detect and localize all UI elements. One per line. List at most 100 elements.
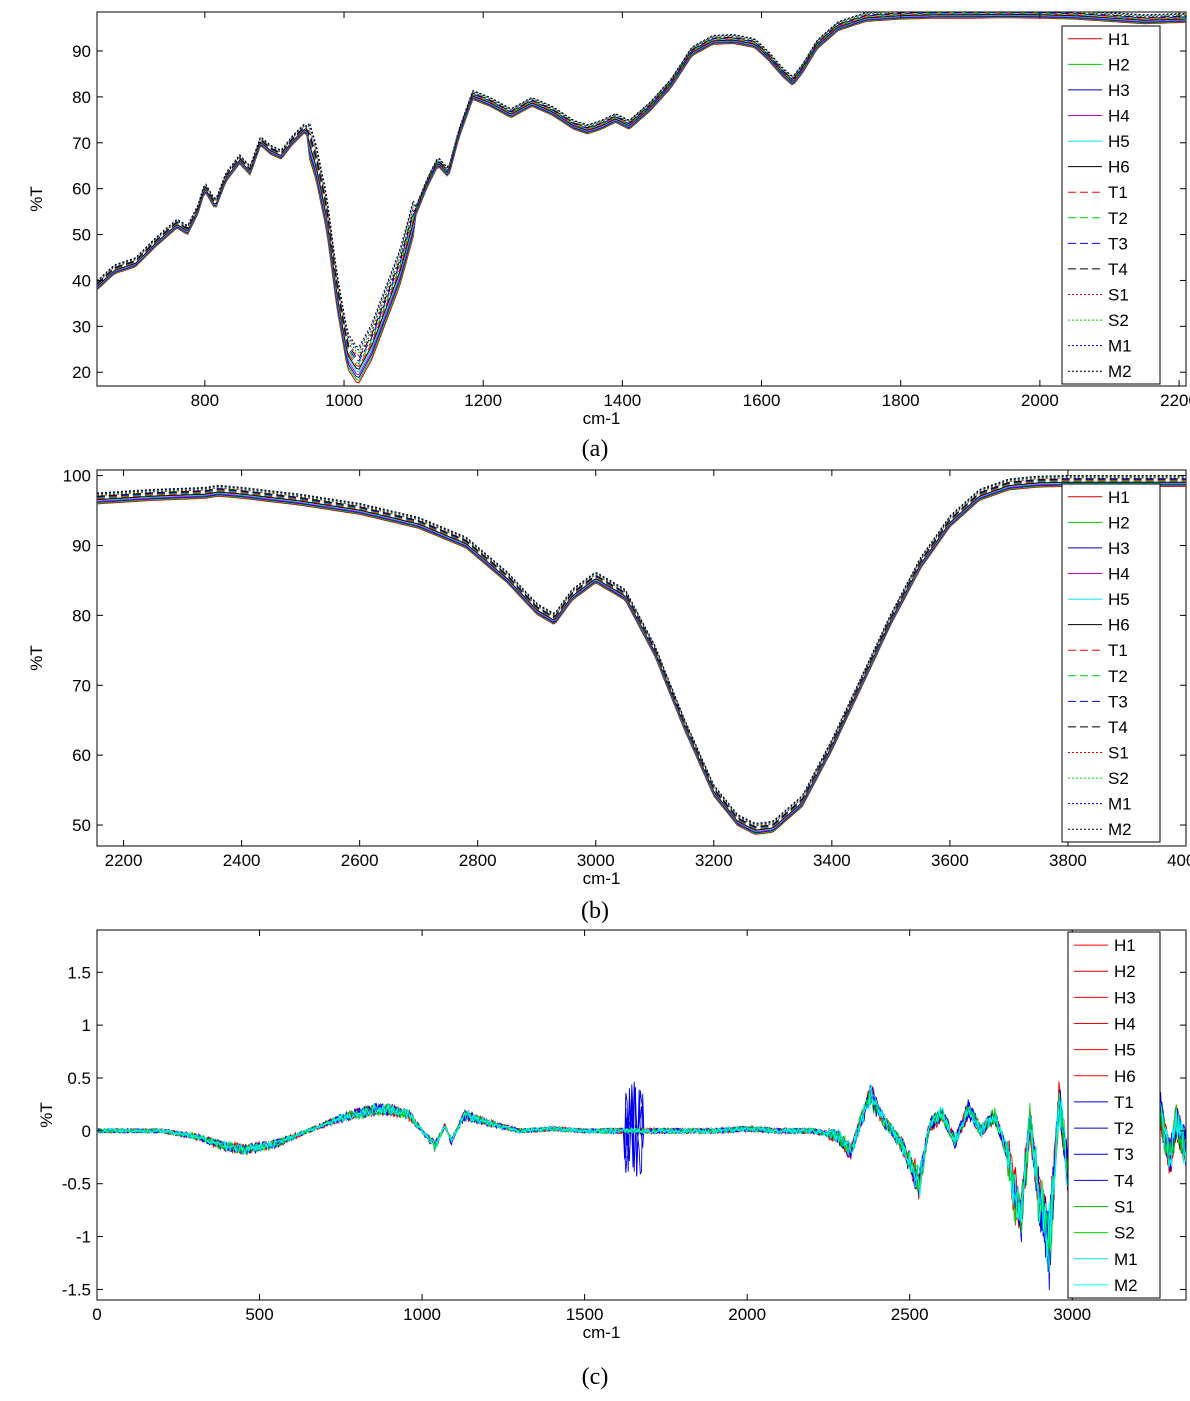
series-group bbox=[97, 12, 1186, 384]
legend-label-h3: H3 bbox=[1108, 81, 1130, 100]
y-tick-label: 50 bbox=[72, 226, 91, 245]
legend-label-s1: S1 bbox=[1108, 286, 1129, 305]
legend-label-t3: T3 bbox=[1108, 234, 1128, 253]
legend-label-h4: H4 bbox=[1108, 107, 1130, 126]
legend-label-t2: T2 bbox=[1114, 1119, 1134, 1138]
x-tick-label: 1500 bbox=[566, 1305, 604, 1324]
x-tick-label: 1400 bbox=[603, 391, 641, 410]
series-line-t2 bbox=[97, 480, 1186, 830]
x-tick-label: 2000 bbox=[1021, 391, 1059, 410]
legend-label-t4: T4 bbox=[1108, 718, 1128, 737]
legend-label-s2: S2 bbox=[1108, 769, 1129, 788]
legend-label-s2: S2 bbox=[1108, 311, 1129, 330]
legend-label-s1: S1 bbox=[1114, 1198, 1135, 1217]
x-tick-label: 2200 bbox=[105, 851, 143, 870]
legend-label-h3: H3 bbox=[1114, 988, 1136, 1007]
caption-a: (a) bbox=[581, 436, 609, 462]
series-line-s1 bbox=[97, 12, 1186, 357]
legend-label-t1: T1 bbox=[1114, 1093, 1134, 1112]
legend-label-h1: H1 bbox=[1108, 488, 1130, 507]
legend-label-m1: M1 bbox=[1108, 795, 1132, 814]
legend-label-h6: H6 bbox=[1114, 1067, 1136, 1086]
x-axis-label: cm-1 bbox=[583, 1323, 621, 1342]
y-tick-label: 40 bbox=[72, 271, 91, 290]
series-line-t3 bbox=[97, 12, 1186, 362]
y-tick-label: 90 bbox=[72, 42, 91, 61]
caption-b: (b) bbox=[581, 898, 609, 924]
plot-area bbox=[96, 11, 1187, 387]
y-tick-label: 80 bbox=[72, 88, 91, 107]
plot-area bbox=[96, 469, 1187, 847]
legend-label-h2: H2 bbox=[1108, 55, 1130, 74]
y-tick-label: 70 bbox=[72, 134, 91, 153]
x-tick-label: 1800 bbox=[882, 391, 920, 410]
legend-label-m2: M2 bbox=[1108, 362, 1132, 381]
series-line-t4 bbox=[97, 478, 1186, 828]
x-tick-label: 2800 bbox=[459, 851, 497, 870]
y-tick-label: 60 bbox=[72, 746, 91, 765]
legend-box bbox=[1061, 483, 1161, 843]
x-tick-label: 2200 bbox=[1160, 391, 1190, 410]
y-tick-label: 100 bbox=[63, 467, 91, 486]
legend-label-m1: M1 bbox=[1114, 1250, 1138, 1269]
x-tick-label: 1000 bbox=[403, 1305, 441, 1324]
series-group bbox=[97, 981, 1186, 1291]
chart-c: 0 500 1000 1500 2000 2500 3000 -1.5 -1 -0.5 0 0.5 1 1… bbox=[37, 929, 1187, 1342]
series-line-m1 bbox=[97, 1020, 1186, 1273]
legend-label-h5: H5 bbox=[1108, 132, 1130, 151]
x-tick-label: 3000 bbox=[577, 851, 615, 870]
series-line-h5 bbox=[97, 14, 1186, 373]
legend-label-t3: T3 bbox=[1114, 1145, 1134, 1164]
legend-label-t4: T4 bbox=[1114, 1171, 1134, 1190]
x-tick-label: 3000 bbox=[1053, 1305, 1091, 1324]
legend-label-h1: H1 bbox=[1108, 30, 1130, 49]
legend-label-h6: H6 bbox=[1108, 158, 1130, 177]
series-line-h6 bbox=[97, 481, 1186, 831]
y-tick-label: 20 bbox=[72, 363, 91, 382]
series-line-t3 bbox=[97, 1002, 1186, 1258]
legend-label-t2: T2 bbox=[1108, 209, 1128, 228]
series-line-m2 bbox=[97, 475, 1186, 824]
x-tick-label: 2400 bbox=[223, 851, 261, 870]
legend-label-h1: H1 bbox=[1114, 936, 1136, 955]
x-tick-label: 3800 bbox=[1049, 851, 1087, 870]
y-tick-label: 50 bbox=[72, 816, 91, 835]
series-line-t1 bbox=[97, 13, 1186, 367]
x-tick-label: 3600 bbox=[931, 851, 969, 870]
legend-label-h2: H2 bbox=[1108, 513, 1130, 532]
y-tick-label: 60 bbox=[72, 180, 91, 199]
x-axis-label: cm-1 bbox=[583, 869, 621, 888]
legend-label-t3: T3 bbox=[1108, 692, 1128, 711]
y-axis-label: %T bbox=[27, 645, 46, 671]
legend-box bbox=[1061, 25, 1161, 385]
chart-a: 800 1000 1200 1400 1600 1800 2000 2200 20 30 40 50 6… bbox=[27, 11, 1190, 428]
x-tick-label: 3200 bbox=[695, 851, 733, 870]
series-line-m2 bbox=[97, 12, 1186, 348]
legend-label-h2: H2 bbox=[1114, 962, 1136, 981]
y-tick-label: 0 bbox=[82, 1122, 91, 1141]
y-tick-label: -1 bbox=[76, 1228, 91, 1247]
legend-label-m2: M2 bbox=[1114, 1276, 1138, 1295]
legend-label-t4: T4 bbox=[1108, 260, 1128, 279]
legend-label-h5: H5 bbox=[1114, 1041, 1136, 1060]
x-tick-label: 0 bbox=[92, 1305, 101, 1324]
x-axis-label: cm-1 bbox=[583, 409, 621, 428]
series-line-m2 bbox=[97, 987, 1186, 1263]
series-line-m1 bbox=[97, 12, 1186, 351]
y-tick-label: 1.5 bbox=[67, 963, 91, 982]
y-tick-label: 80 bbox=[72, 606, 91, 625]
x-tick-label: 1600 bbox=[743, 391, 781, 410]
y-tick-label: -0.5 bbox=[62, 1175, 91, 1194]
legend-label-h3: H3 bbox=[1108, 539, 1130, 558]
legend-label-h5: H5 bbox=[1108, 590, 1130, 609]
y-tick-label: 30 bbox=[72, 317, 91, 336]
x-tick-label: 800 bbox=[191, 391, 219, 410]
legend-label-t1: T1 bbox=[1108, 641, 1128, 660]
series-line-t1 bbox=[97, 480, 1186, 830]
x-tick-label: 2600 bbox=[341, 851, 379, 870]
y-tick-label: 70 bbox=[72, 676, 91, 695]
y-tick-label: 1 bbox=[82, 1016, 91, 1035]
legend-box bbox=[1067, 931, 1161, 1299]
legend-label-s1: S1 bbox=[1108, 744, 1129, 763]
x-tick-label: 500 bbox=[245, 1305, 273, 1324]
